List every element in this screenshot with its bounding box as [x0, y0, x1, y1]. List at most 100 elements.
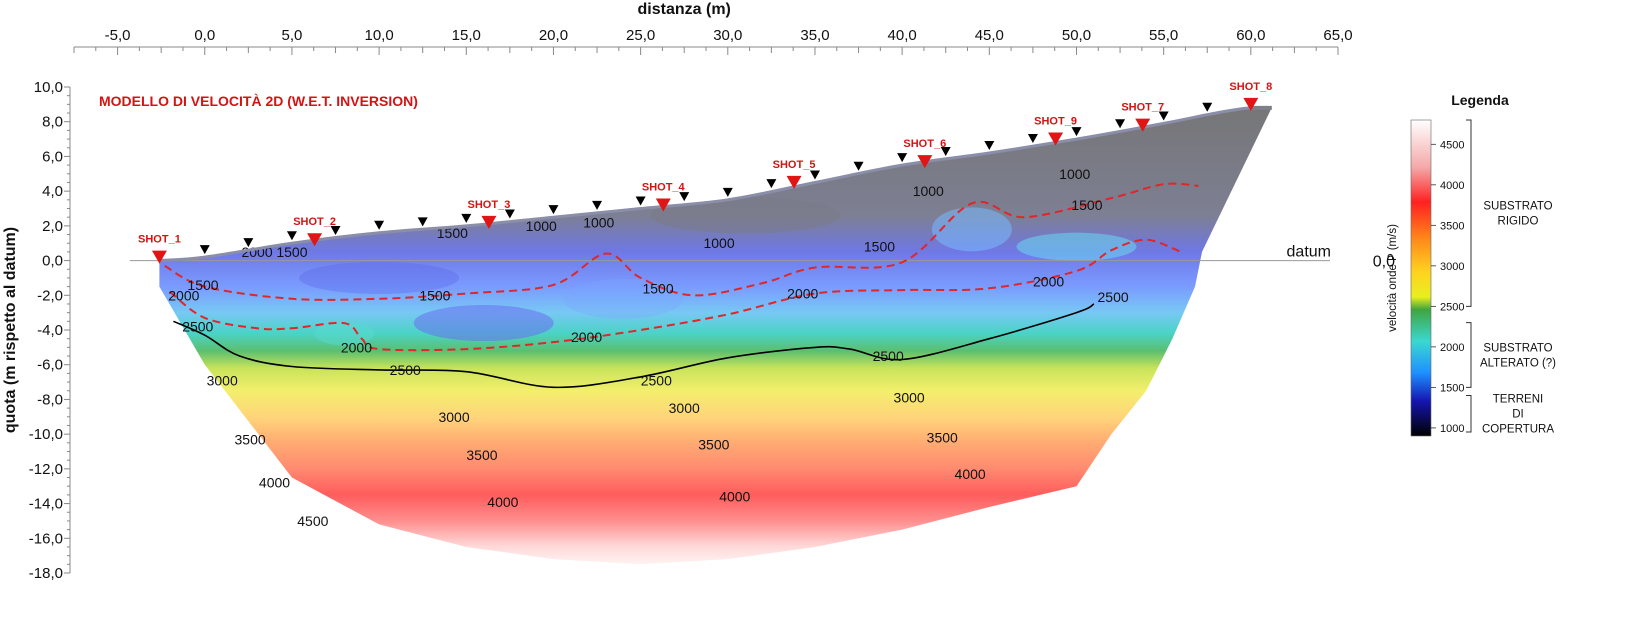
y-axis-title: quota (m rispetto al datum) [2, 227, 19, 433]
geophone-marker [243, 238, 254, 248]
geophone-marker [766, 179, 777, 189]
colorbar-tick-label: 4500 [1440, 139, 1464, 151]
x-axis-title: distanza (m) [638, 1, 731, 18]
x-tick-label: 15,0 [452, 27, 481, 44]
shot-label: SHOT_3 [468, 199, 511, 211]
colorbar-tick-label: 1500 [1440, 382, 1464, 394]
shot-marker [786, 175, 802, 189]
contour-label: 2500 [390, 362, 421, 378]
colorbar-tick-label: 2000 [1440, 342, 1464, 354]
contour-label: 1000 [703, 235, 734, 251]
colorbar [1410, 119, 1432, 437]
x-tick-label: 35,0 [800, 27, 829, 44]
shot-label: SHOT_1 [138, 234, 181, 246]
contour-label: 1500 [419, 287, 450, 303]
geophone-marker [984, 140, 995, 150]
y-tick-label: -12,0 [29, 461, 63, 478]
y-tick-label: 0,0 [42, 253, 63, 270]
y-tick-label: 4,0 [42, 183, 63, 200]
contour-label: 3500 [235, 431, 266, 447]
velocity-anomaly [1016, 232, 1137, 261]
contour-label: 2000 [571, 329, 602, 345]
x-axis: -5,0 0,0 5,0 10,0 15,0 20,0 25,0 30,0 35,0 40,0 45… [73, 27, 1353, 55]
x-tick-label: 60,0 [1236, 27, 1265, 44]
colorbar-label: velocità onde P (m/s) [1387, 224, 1399, 332]
x-tick-label: 65,0 [1323, 27, 1352, 44]
shot-marker [917, 155, 933, 169]
geophone-marker [286, 231, 297, 241]
geophone-marker [199, 245, 210, 255]
geophone-marker [897, 153, 908, 163]
shot-label: SHOT_4 [642, 182, 686, 194]
y-tick-label: -18,0 [29, 565, 63, 582]
y-tick-label: -6,0 [37, 357, 63, 374]
shot-label: SHOT_9 [1034, 116, 1077, 128]
datum-label: datum [1287, 244, 1331, 261]
legend-classes: SUBSTRATO RIGIDO SUBSTRATO ALTERATO (?) TERR… [1466, 119, 1556, 436]
shot-label: SHOT_8 [1229, 81, 1272, 93]
x-tick-label: 10,0 [365, 27, 394, 44]
velocity-anomaly [299, 261, 460, 294]
y-axis: 10,0 8,0 6,0 4,0 2,0 0,0 -2,0 -4,0 -6,0 -8,0 -10,0… [29, 79, 71, 582]
legend-class-label: TERRENI [1493, 394, 1543, 406]
geophone-marker [940, 147, 951, 157]
shot-marker [1048, 132, 1064, 146]
legend-bracket [1466, 119, 1472, 307]
contour-label: 2000 [341, 339, 372, 355]
contour-label: 4500 [297, 513, 328, 529]
geophone-marker [1027, 134, 1038, 144]
legend-class-label: DI [1512, 409, 1524, 421]
geophone-marker [1158, 111, 1169, 121]
velocity-anomaly [314, 321, 375, 346]
contour-label: 1000 [1059, 166, 1090, 182]
colorbar-tick-label: 4000 [1440, 180, 1464, 192]
contour-label: 1500 [276, 244, 307, 260]
y-tick-label: -16,0 [29, 530, 63, 547]
colorbar-tick-label: 1000 [1440, 423, 1464, 435]
contour-label: 2000 [168, 287, 199, 303]
colorbar-tick-label: 2500 [1440, 301, 1464, 313]
contour-2500 [173, 303, 1095, 389]
contour-1500 [164, 182, 1199, 301]
velocity-anomaly [650, 197, 841, 234]
legend-class-label: SUBSTRATO [1483, 342, 1552, 354]
x-tick-label: 40,0 [888, 27, 917, 44]
contour-label: 2000 [787, 286, 818, 302]
y-tick-label: 6,0 [42, 148, 63, 165]
y-tick-label: -4,0 [37, 322, 63, 339]
contour-label: 2500 [873, 348, 904, 364]
x-tick-label: 25,0 [626, 27, 655, 44]
x-tick-label: 50,0 [1062, 27, 1091, 44]
contour-label: 3500 [466, 447, 497, 463]
contour-label: 4000 [955, 466, 986, 482]
y-tick-label: -14,0 [29, 496, 63, 513]
contour-label: 1500 [187, 277, 218, 293]
contour-label: 1500 [1071, 197, 1102, 213]
shot-marker [655, 198, 671, 212]
shot-label: SHOT_2 [293, 216, 336, 228]
legend-class-label: RIGIDO [1498, 216, 1539, 228]
shot-marker [307, 233, 323, 247]
contour-label: 1500 [864, 239, 895, 255]
shot-marker [1243, 97, 1259, 111]
geophone-marker [374, 220, 385, 230]
y-tick-label: 10,0 [34, 79, 63, 96]
geophone-markers [199, 102, 1213, 255]
geophone-marker [461, 213, 472, 223]
contour-label: 3500 [698, 437, 729, 453]
contour-label: 2500 [1098, 289, 1129, 305]
contour-label: 1000 [913, 183, 944, 199]
geophone-marker [635, 196, 646, 206]
colorbar-tick-label: 3000 [1440, 261, 1464, 273]
contour-label: 4000 [719, 489, 750, 505]
x-tick-label: 20,0 [539, 27, 568, 44]
velocity-anomaly [563, 278, 684, 319]
y-tick-label: -2,0 [37, 287, 63, 304]
contour-labels: 1000 1000 1000 1000 1000 1500 1500 1500 1500 1500… [168, 166, 1129, 529]
colorbar-tick-label: 3500 [1440, 220, 1464, 232]
contour-lines [164, 182, 1199, 389]
contour-label: 4000 [259, 475, 290, 491]
x-tick-label: 0,0 [194, 27, 215, 44]
y-tick-label: -8,0 [37, 391, 63, 408]
